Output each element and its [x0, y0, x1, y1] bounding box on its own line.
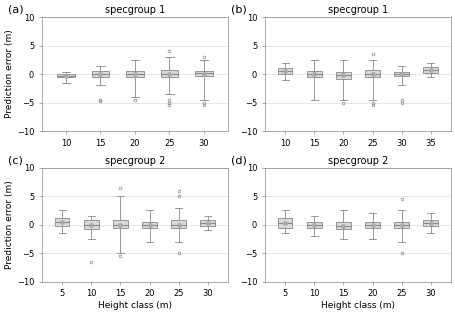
- PathPatch shape: [306, 71, 321, 77]
- PathPatch shape: [57, 74, 75, 77]
- PathPatch shape: [277, 218, 292, 227]
- PathPatch shape: [200, 220, 215, 226]
- Text: (a): (a): [8, 5, 24, 15]
- PathPatch shape: [394, 72, 408, 76]
- X-axis label: Height class (m): Height class (m): [320, 301, 394, 310]
- PathPatch shape: [423, 220, 437, 226]
- PathPatch shape: [306, 222, 321, 227]
- PathPatch shape: [394, 222, 408, 227]
- PathPatch shape: [423, 67, 437, 73]
- Title: specgroup 1: specgroup 1: [327, 5, 387, 15]
- PathPatch shape: [277, 68, 292, 74]
- Text: (b): (b): [231, 5, 247, 15]
- PathPatch shape: [195, 71, 212, 76]
- Text: (d): (d): [231, 155, 247, 165]
- Title: specgroup 2: specgroup 2: [327, 156, 387, 166]
- Y-axis label: Prediction error (m): Prediction error (m): [5, 180, 14, 269]
- Title: specgroup 2: specgroup 2: [105, 156, 165, 166]
- PathPatch shape: [91, 71, 109, 77]
- Text: (c): (c): [8, 155, 23, 165]
- Y-axis label: Prediction error (m): Prediction error (m): [5, 30, 14, 118]
- PathPatch shape: [171, 220, 186, 227]
- PathPatch shape: [142, 222, 157, 227]
- PathPatch shape: [84, 220, 98, 229]
- PathPatch shape: [126, 71, 143, 77]
- PathPatch shape: [364, 70, 379, 77]
- PathPatch shape: [335, 222, 350, 229]
- PathPatch shape: [113, 220, 127, 227]
- PathPatch shape: [335, 72, 350, 79]
- PathPatch shape: [364, 222, 379, 227]
- X-axis label: Height class (m): Height class (m): [98, 301, 172, 310]
- PathPatch shape: [161, 70, 178, 77]
- Title: specgroup 1: specgroup 1: [105, 5, 165, 15]
- PathPatch shape: [55, 218, 69, 226]
